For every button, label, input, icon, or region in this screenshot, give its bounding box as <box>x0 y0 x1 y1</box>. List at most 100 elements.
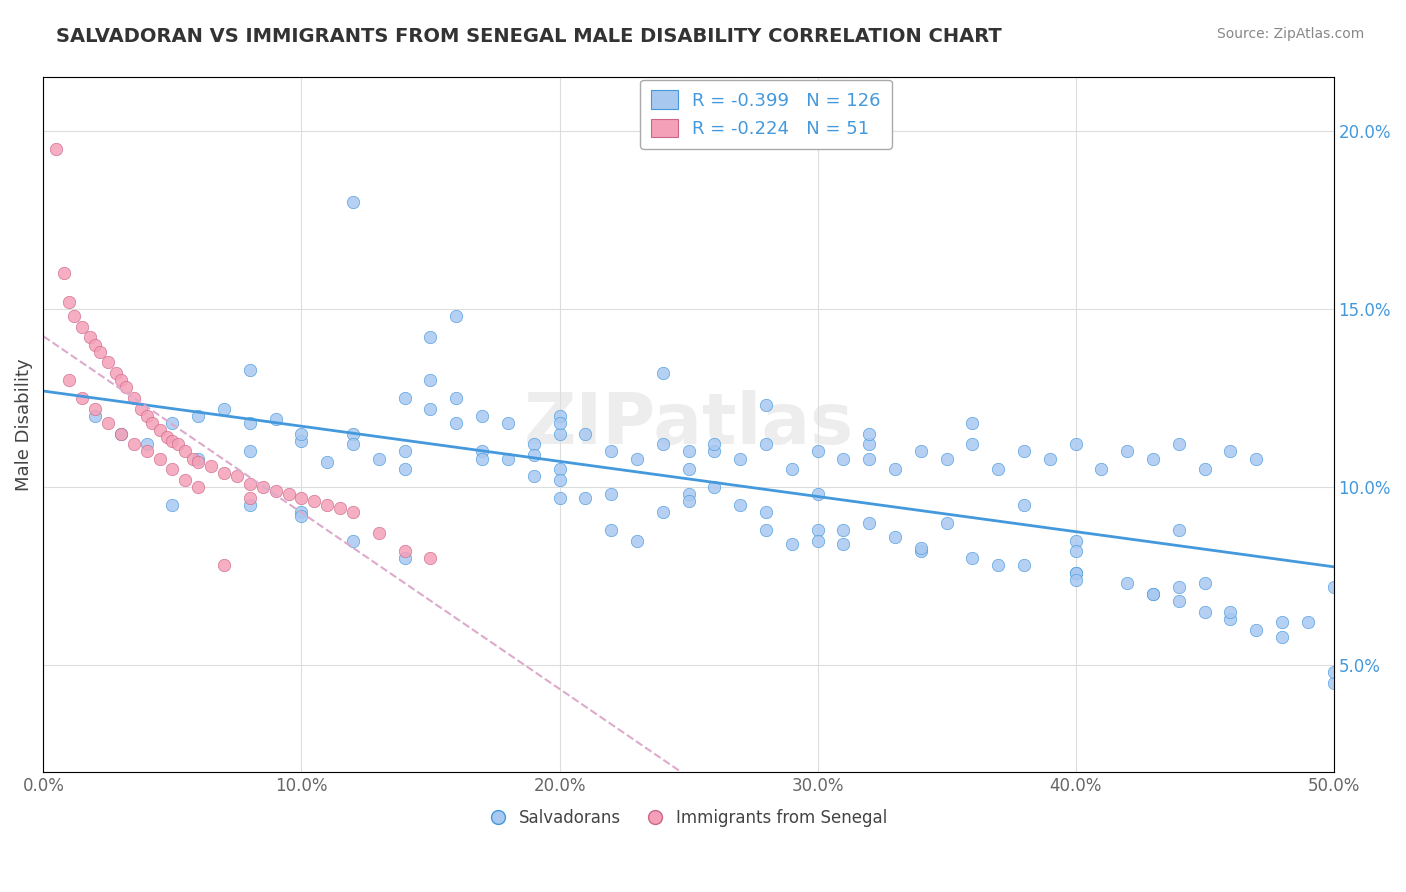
Point <box>987 558 1010 573</box>
Point <box>548 409 571 423</box>
Point <box>122 391 145 405</box>
Text: ZIPatlas: ZIPatlas <box>523 390 853 459</box>
Point <box>239 444 262 458</box>
Point <box>110 373 132 387</box>
Point <box>1064 533 1087 548</box>
Point <box>162 498 184 512</box>
Point <box>110 426 132 441</box>
Point <box>212 558 235 573</box>
Point <box>446 309 468 323</box>
Point <box>419 551 441 566</box>
Point <box>626 451 648 466</box>
Point <box>419 373 441 387</box>
Point <box>523 448 546 462</box>
Point <box>97 355 120 369</box>
Point <box>1271 615 1294 630</box>
Point <box>290 434 312 448</box>
Point <box>1167 523 1189 537</box>
Point <box>1039 451 1062 466</box>
Point <box>212 401 235 416</box>
Point <box>1194 462 1216 476</box>
Point <box>1194 605 1216 619</box>
Point <box>329 501 352 516</box>
Point <box>548 473 571 487</box>
Point <box>806 533 828 548</box>
Point <box>174 444 197 458</box>
Point <box>755 398 778 412</box>
Point <box>1323 580 1346 594</box>
Point <box>884 462 907 476</box>
Point <box>703 480 725 494</box>
Point <box>394 444 416 458</box>
Point <box>162 462 184 476</box>
Point <box>342 437 364 451</box>
Point <box>780 462 803 476</box>
Point <box>548 462 571 476</box>
Point <box>832 523 855 537</box>
Point <box>446 391 468 405</box>
Point <box>252 480 274 494</box>
Point <box>239 476 262 491</box>
Point <box>832 451 855 466</box>
Point <box>910 544 932 558</box>
Point <box>135 409 157 423</box>
Legend: Salvadorans, Immigrants from Senegal: Salvadorans, Immigrants from Senegal <box>482 802 894 833</box>
Point <box>1012 498 1035 512</box>
Point <box>290 491 312 505</box>
Point <box>122 437 145 451</box>
Point <box>910 541 932 555</box>
Point <box>1323 676 1346 690</box>
Point <box>858 426 880 441</box>
Point <box>162 416 184 430</box>
Point <box>342 195 364 210</box>
Point <box>212 466 235 480</box>
Point <box>70 319 93 334</box>
Point <box>316 455 339 469</box>
Point <box>79 330 101 344</box>
Point <box>1244 451 1267 466</box>
Point <box>935 516 957 530</box>
Point <box>678 487 700 501</box>
Point <box>496 416 519 430</box>
Point <box>187 451 209 466</box>
Point <box>1219 605 1241 619</box>
Point <box>1271 630 1294 644</box>
Point <box>600 444 623 458</box>
Point <box>1323 665 1346 680</box>
Point <box>987 462 1010 476</box>
Point <box>200 458 222 473</box>
Point <box>187 480 209 494</box>
Point <box>755 437 778 451</box>
Text: Source: ZipAtlas.com: Source: ZipAtlas.com <box>1216 27 1364 41</box>
Point <box>548 426 571 441</box>
Point <box>600 523 623 537</box>
Point <box>316 498 339 512</box>
Point <box>962 437 984 451</box>
Point <box>394 544 416 558</box>
Point <box>239 362 262 376</box>
Point <box>104 366 127 380</box>
Point <box>290 426 312 441</box>
Point <box>806 444 828 458</box>
Point <box>962 551 984 566</box>
Point <box>755 523 778 537</box>
Point <box>70 391 93 405</box>
Point <box>1064 544 1087 558</box>
Point <box>600 487 623 501</box>
Point <box>935 451 957 466</box>
Point <box>156 430 179 444</box>
Point <box>135 437 157 451</box>
Point <box>166 437 188 451</box>
Point <box>471 409 494 423</box>
Point <box>174 473 197 487</box>
Point <box>496 451 519 466</box>
Point <box>394 462 416 476</box>
Point <box>342 533 364 548</box>
Point <box>626 533 648 548</box>
Point <box>1167 437 1189 451</box>
Point <box>1167 594 1189 608</box>
Point <box>1012 444 1035 458</box>
Point <box>574 491 596 505</box>
Point <box>471 444 494 458</box>
Point <box>367 526 389 541</box>
